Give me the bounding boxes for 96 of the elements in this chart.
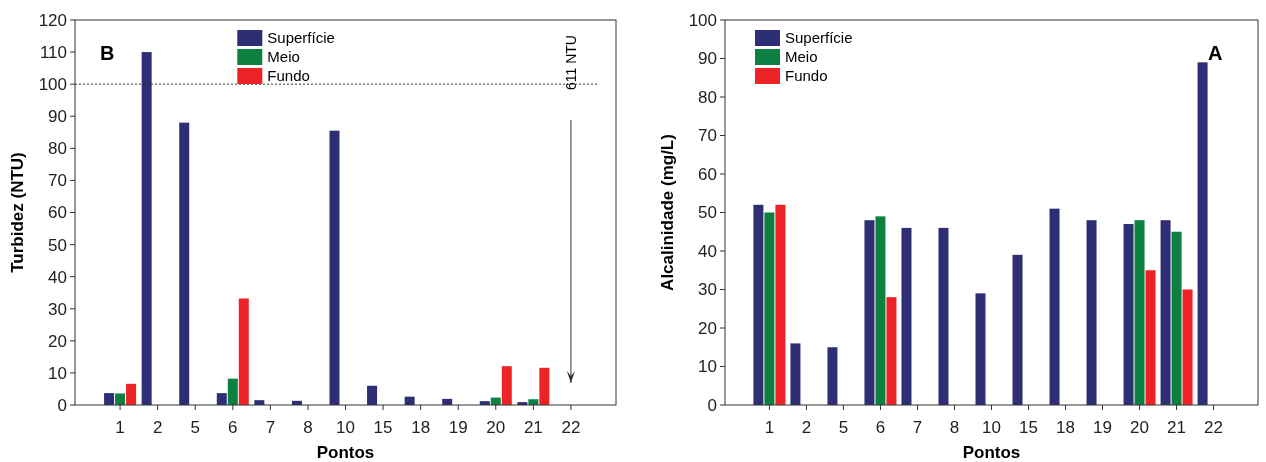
y-tick-label: 10 (698, 357, 717, 377)
y-tick-label: 50 (698, 203, 717, 223)
bar (775, 204, 786, 405)
bar (864, 220, 875, 405)
bar (216, 393, 227, 405)
x-tick-label: 21 (523, 418, 543, 437)
bar (115, 393, 126, 405)
y-tick-label: 60 (698, 164, 717, 184)
y-axis-title: Alcalinidade (mg/L) (658, 134, 677, 291)
y-tick-label: 60 (48, 203, 67, 223)
x-tick-label: 6 (228, 418, 238, 437)
y-tick-label: 10 (48, 363, 67, 383)
bar (179, 122, 190, 405)
x-tick-label: 8 (949, 418, 960, 437)
y-tick-label: 70 (48, 171, 67, 191)
annotation: A (1208, 42, 1223, 64)
bar (875, 216, 886, 405)
y-tick-label: 90 (48, 107, 67, 127)
x-tick-label: 6 (875, 418, 886, 437)
x-tick-label: 7 (265, 418, 276, 437)
x-tick-label: 2 (152, 418, 163, 437)
y-axis-title: Turbidez (NTU) (8, 152, 27, 273)
y-tick-label: 40 (48, 267, 67, 287)
bar (886, 297, 897, 405)
bar (975, 293, 986, 405)
bar (1134, 220, 1145, 405)
y-tick-label: 70 (698, 126, 717, 146)
x-tick-label: 20 (1130, 418, 1150, 437)
x-tick-label: 1 (764, 418, 775, 437)
y-tick-label: 0 (57, 395, 67, 415)
bar (1182, 289, 1193, 405)
bar (1012, 254, 1023, 405)
bar (238, 298, 249, 405)
y-tick-label: 30 (48, 299, 67, 319)
x-tick-label: 8 (303, 418, 313, 437)
bar (329, 130, 340, 405)
x-axis-title: Pontos (962, 443, 1021, 462)
x-tick-label: 7 (912, 418, 923, 437)
bar (938, 227, 949, 405)
y-tick-label: 110 (39, 43, 67, 63)
bar (1086, 220, 1097, 405)
x-tick-label: 15 (373, 418, 393, 437)
x-tick-label: 22 (1204, 418, 1224, 437)
legend-label: Fundo (267, 67, 310, 85)
bar (901, 227, 912, 405)
x-tick-label: 10 (336, 418, 355, 437)
y-tick-label: 0 (707, 395, 717, 415)
annotation: B (100, 42, 115, 64)
bar (501, 366, 512, 405)
x-tick-label: 10 (982, 418, 1001, 437)
bar (104, 393, 115, 405)
x-axis-title: Pontos (316, 443, 375, 462)
bar (1171, 231, 1182, 405)
legend-label: Meio (785, 48, 818, 66)
y-tick-label: 80 (698, 87, 717, 107)
bar (1123, 224, 1134, 405)
bar (367, 385, 378, 405)
x-tick-label: 19 (1093, 418, 1112, 437)
x-tick-label: 21 (1167, 418, 1187, 437)
y-tick-label: 50 (48, 235, 67, 255)
x-tick-label: 15 (1019, 418, 1038, 437)
legend-label: Superfície (267, 29, 335, 47)
x-tick-label: 5 (838, 418, 849, 437)
y-tick-label: 80 (48, 139, 67, 159)
legend-label: Meio (267, 48, 300, 66)
y-tick-label: 90 (698, 49, 717, 69)
y-tick-label: 100 (688, 10, 717, 30)
bar (1049, 208, 1060, 405)
bar (753, 204, 764, 405)
x-tick-label: 18 (1056, 418, 1075, 437)
bar (126, 383, 137, 405)
bar (1145, 270, 1156, 405)
legend-label: Superfície (785, 29, 853, 47)
x-tick-label: 1 (115, 418, 125, 437)
x-tick-label: 18 (411, 418, 431, 437)
y-tick-label: 100 (38, 75, 67, 95)
x-tick-label: 2 (801, 418, 812, 437)
bar (1197, 62, 1208, 405)
x-tick-label: 22 (561, 418, 581, 437)
bar (827, 347, 838, 405)
bar (790, 343, 801, 405)
y-tick-label: 30 (698, 280, 717, 300)
y-tick-label: 120 (38, 10, 67, 30)
bar (539, 367, 550, 405)
y-tick-label: 20 (48, 331, 67, 351)
bar (141, 52, 152, 405)
x-tick-label: 5 (190, 418, 200, 437)
x-tick-label: 19 (448, 418, 468, 437)
legend-label: Fundo (785, 67, 828, 85)
y-tick-label: 20 (698, 318, 717, 338)
x-tick-label: 20 (486, 418, 506, 437)
bar (764, 212, 775, 405)
annotation: 611 NTU (562, 35, 579, 90)
bar (227, 378, 238, 405)
bar (1160, 220, 1171, 405)
y-tick-label: 40 (698, 241, 717, 261)
